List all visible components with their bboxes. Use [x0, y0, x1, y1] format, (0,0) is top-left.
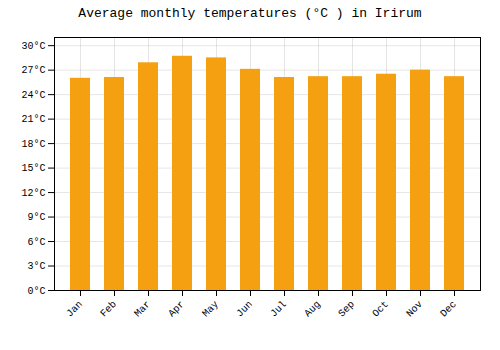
svg-text:30°C: 30°C: [21, 41, 45, 52]
svg-text:Jul: Jul: [268, 299, 289, 320]
svg-text:Mar: Mar: [132, 299, 153, 320]
svg-text:6°C: 6°C: [27, 237, 45, 248]
svg-text:15°C: 15°C: [21, 163, 45, 174]
svg-text:24°C: 24°C: [21, 90, 45, 101]
svg-text:0°C: 0°C: [27, 286, 45, 297]
svg-text:Feb: Feb: [98, 299, 119, 320]
svg-text:3°C: 3°C: [27, 261, 45, 272]
svg-text:Jan: Jan: [64, 299, 85, 320]
svg-text:27°C: 27°C: [21, 65, 45, 76]
html-text:Average monthly temperatures (: Average monthly temperatures (°C ) in Ir…: [78, 6, 422, 21]
svg-text:May: May: [200, 299, 221, 320]
svg-text:Sep: Sep: [336, 299, 357, 320]
svg-text:18°C: 18°C: [21, 139, 45, 150]
svg-text:9°C: 9°C: [27, 212, 45, 223]
svg-text:Oct: Oct: [370, 299, 391, 320]
svg-text:21°C: 21°C: [21, 114, 45, 125]
svg-text:Nov: Nov: [404, 299, 425, 320]
svg-text:12°C: 12°C: [21, 188, 45, 199]
svg-text:Dec: Dec: [438, 299, 459, 320]
svg-text:Aug: Aug: [302, 299, 323, 320]
svg-text:Jun: Jun: [234, 299, 255, 320]
svg-text:Apr: Apr: [166, 299, 187, 320]
